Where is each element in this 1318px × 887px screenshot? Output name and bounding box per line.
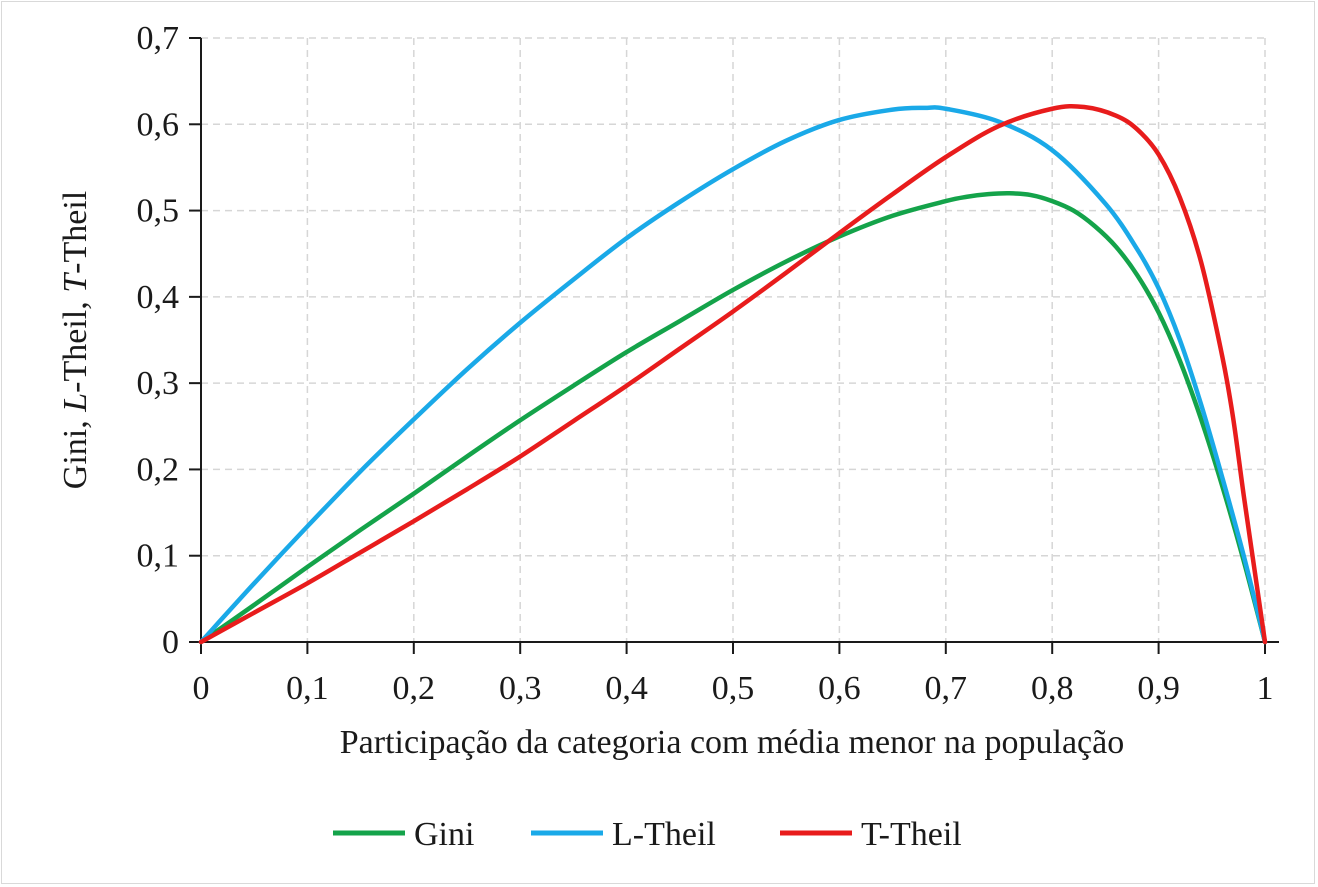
x-tick-label: 0,8	[1031, 670, 1074, 707]
y-tick-label: 0,5	[137, 193, 180, 230]
y-axis-title-part: -Theil,	[57, 293, 94, 393]
y-axis-title-part: Gini,	[57, 412, 94, 489]
y-tick-label: 0	[162, 624, 179, 661]
series-lines	[198, 103, 1268, 645]
y-tick-label: 0,4	[137, 279, 180, 316]
y-tick-label: 0,7	[137, 20, 180, 57]
legend-label-gini: Gini	[414, 816, 474, 853]
y-axis-title-italic-part: L	[57, 393, 94, 413]
y-axis-title-italic-part: T	[57, 272, 94, 293]
axes	[189, 37, 1279, 654]
x-tick-label: 0,3	[499, 670, 542, 707]
x-tick-label: 0,1	[286, 670, 329, 707]
y-axis-title: Gini, L-Theil, T-Theil	[57, 191, 94, 489]
legend-label-t-theil: T-Theil	[861, 816, 962, 853]
x-tick-label: 0,4	[605, 670, 648, 707]
y-tick-label: 0,3	[137, 365, 180, 402]
x-tick-label: 0	[193, 670, 210, 707]
legend: Gini L-Theil T-Theil	[333, 816, 962, 853]
grid	[201, 37, 1266, 642]
x-tick-label: 1	[1257, 670, 1274, 707]
x-tick-label: 0,6	[818, 670, 861, 707]
x-axis-title: Participação da categoria com média meno…	[340, 724, 1124, 761]
x-tick-labels: 0 0,1 0,2 0,3 0,4 0,5 0,6 0,7 0,8 0,9 1	[193, 670, 1274, 707]
x-tick-label: 0,7	[925, 670, 968, 707]
y-tick-label: 0,6	[137, 106, 180, 143]
y-axis-title-part: -Theil	[57, 191, 94, 274]
x-tick-label: 0,2	[393, 670, 436, 707]
series-line-t-theil	[198, 103, 1268, 645]
y-tick-label: 0,1	[137, 538, 180, 575]
x-tick-label: 0,9	[1137, 670, 1180, 707]
y-tick-label: 0,2	[137, 451, 180, 488]
y-tick-labels: 0 0,1 0,2 0,3 0,4 0,5 0,6 0,7	[137, 20, 180, 661]
series-line-gini	[198, 191, 1268, 645]
x-tick-label: 0,5	[712, 670, 755, 707]
legend-label-l-theil: L-Theil	[612, 816, 716, 853]
series-line-l-theil	[198, 105, 1268, 645]
